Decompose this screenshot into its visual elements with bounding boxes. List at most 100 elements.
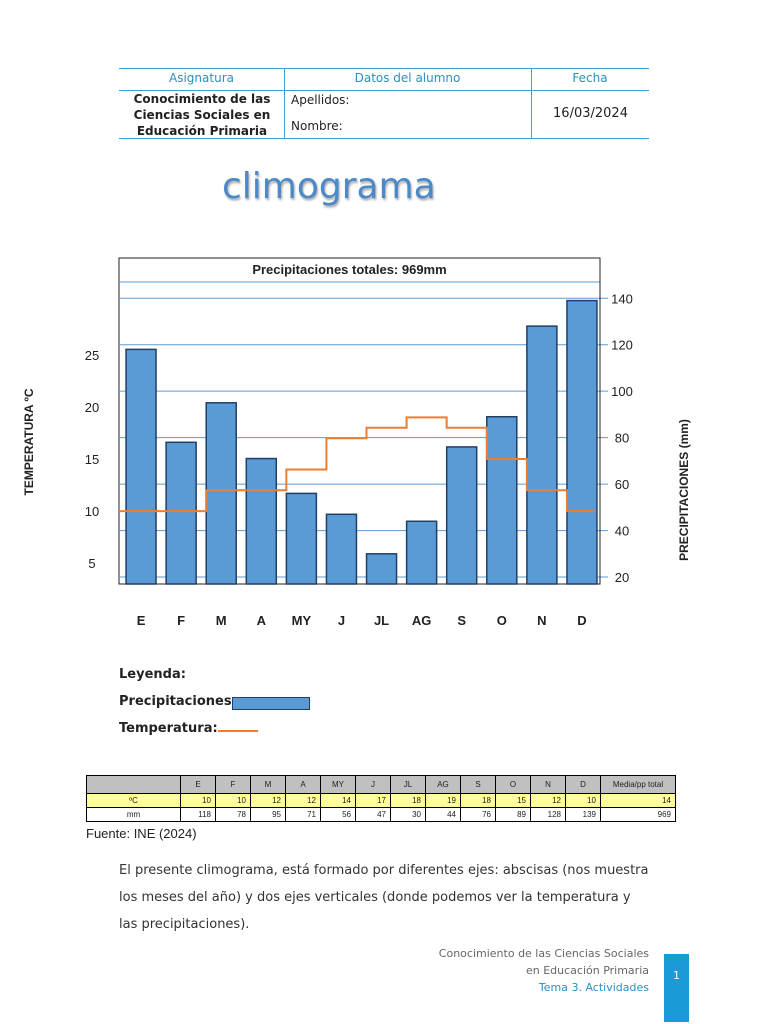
table-cell: 118 — [180, 807, 216, 822]
table-cell: 12 — [285, 793, 321, 808]
table-cell: 17 — [355, 793, 391, 808]
climograph-chart: Precipitaciones totales: 969mm 5 10 15 20 25 2… — [22, 257, 691, 628]
legend-temp-swatch — [218, 730, 258, 732]
precip-bar — [486, 415, 518, 585]
table-cell: J — [355, 775, 391, 794]
table-header-row: E F M A MY J JL AG S O N D Media/pp total — [86, 775, 676, 794]
left-axis-title: TEMPERATURA ºC — [22, 388, 36, 495]
table-cell: 15 — [495, 793, 531, 808]
table-cell: 76 — [460, 807, 496, 822]
table-cell: AG — [425, 775, 461, 794]
legend-precip-label: Precipitaciones: — [119, 694, 237, 709]
table-row-label: ºC — [86, 793, 181, 808]
right-axis-title: PRECIPITACIONES (mm) — [677, 419, 691, 561]
temperature-line — [119, 416, 595, 513]
table-cell: S — [460, 775, 496, 794]
x-tick-label: F — [177, 613, 185, 628]
table-cell: 18 — [390, 793, 426, 808]
table-row-label — [86, 775, 181, 794]
table-row-label: mm — [86, 807, 181, 822]
table-cell: 56 — [320, 807, 356, 822]
table-cell: 18 — [460, 793, 496, 808]
table-cell: 14 — [320, 793, 356, 808]
x-tick-label: JL — [374, 613, 389, 628]
table-cell: 89 — [495, 807, 531, 822]
table-cell: 10 — [215, 793, 251, 808]
x-tick-label: E — [137, 613, 146, 628]
precip-bar — [526, 325, 558, 585]
x-tick-label: D — [577, 613, 586, 628]
header-table: Asignatura Datos del alumno Fecha Conoci… — [119, 68, 649, 140]
table-cell: 969 — [600, 807, 676, 822]
table-cell: O — [495, 775, 531, 794]
table-cell: 12 — [250, 793, 286, 808]
table-cell: N — [530, 775, 566, 794]
left-tick-label: 5 — [88, 556, 95, 571]
footer-course-line2: en Educación Primaria — [525, 964, 649, 977]
surname-field: Apellidos: — [291, 93, 350, 107]
right-tick-label: 120 — [611, 338, 633, 353]
page-number: 1 — [664, 954, 689, 1022]
source-note: Fuente: INE (2024) — [86, 826, 197, 841]
x-tick-label: O — [497, 613, 507, 628]
legend-precip-swatch — [232, 697, 310, 710]
legend-title: Leyenda: — [119, 667, 186, 682]
table-cell: 95 — [250, 807, 286, 822]
x-tick-label: AG — [412, 613, 432, 628]
precip-bar — [566, 299, 598, 585]
x-tick-label: MY — [292, 613, 312, 628]
left-tick-label: 25 — [85, 348, 99, 363]
climate-data-table: E F M A MY J JL AG S O N D Media/pp total ºC 10 10 12 12… — [86, 775, 676, 822]
right-tick-label: 60 — [615, 477, 629, 492]
x-tick-label: S — [457, 613, 466, 628]
table-cell: 10 — [565, 793, 601, 808]
table-cell: 44 — [425, 807, 461, 822]
right-tick-label: 20 — [615, 570, 629, 585]
left-tick-label: 20 — [85, 400, 99, 415]
right-tick-label: 100 — [611, 384, 633, 399]
header-date-label: Fecha — [572, 71, 608, 85]
precip-bar — [365, 553, 398, 585]
table-cell: M — [250, 775, 286, 794]
table-cell: 47 — [355, 807, 391, 822]
x-tick-label: M — [216, 613, 227, 628]
x-tick-label: N — [537, 613, 546, 628]
left-tick-label: 10 — [85, 504, 99, 519]
table-cell: 19 — [425, 793, 461, 808]
precip-bar — [325, 513, 358, 585]
header-subject-label: Asignatura — [169, 71, 234, 85]
description-paragraph: El presente climograma, está formado por… — [119, 863, 649, 932]
precip-bar — [245, 457, 278, 585]
page-title: climograma — [222, 166, 436, 207]
name-field: Nombre: — [291, 119, 343, 133]
right-tick-label: 140 — [611, 291, 633, 306]
precip-bar — [405, 520, 438, 585]
left-tick-label: 15 — [85, 452, 99, 467]
table-cell: MY — [320, 775, 356, 794]
legend-temp-label: Temperatura: — [119, 721, 218, 736]
precip-bar — [205, 402, 237, 585]
precip-bar — [165, 441, 197, 585]
header-row — [119, 68, 649, 91]
x-tick-label: J — [338, 613, 345, 628]
column-divider — [284, 68, 285, 139]
table-row-precipitation: mm 118 78 95 71 56 47 30 44 76 89 128 139 969 — [86, 807, 676, 822]
precip-bar — [285, 492, 318, 585]
footer-course-line1: Conocimiento de las Ciencias Sociales — [438, 947, 649, 960]
page-footer: Conocimiento de las Ciencias Sociales en… — [439, 945, 649, 996]
table-cell: 71 — [285, 807, 321, 822]
table-cell: 12 — [530, 793, 566, 808]
header-student-label: Datos del alumno — [354, 71, 461, 85]
footer-topic: Tema 3. Actividades — [538, 981, 649, 994]
table-row-temperature: ºC 10 10 12 12 14 17 18 19 18 15 12 10 14 — [86, 793, 676, 808]
table-cell: F — [215, 775, 251, 794]
table-cell: 10 — [180, 793, 216, 808]
table-cell: 78 — [215, 807, 251, 822]
chart-title: Precipitaciones totales: 969mm — [252, 262, 446, 277]
table-cell: 14 — [600, 793, 676, 808]
table-cell: D — [565, 775, 601, 794]
table-cell: 128 — [530, 807, 566, 822]
x-tick-label: A — [257, 613, 267, 628]
table-cell: 139 — [565, 807, 601, 822]
column-divider — [531, 68, 532, 139]
